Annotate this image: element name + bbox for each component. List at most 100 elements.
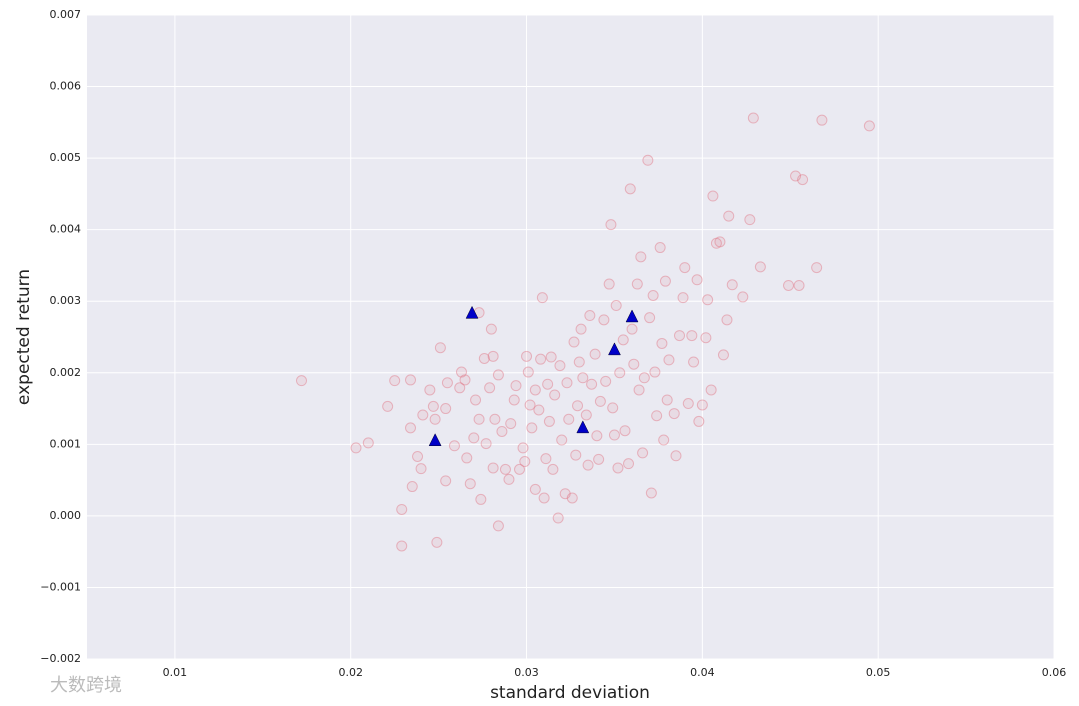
scatter-point: [626, 323, 638, 335]
scatter-point: [492, 369, 504, 381]
scatter-point: [737, 291, 749, 303]
scatter-point: [542, 378, 554, 390]
triangle-point: [608, 342, 621, 356]
y-tick-label: 0.007: [50, 8, 82, 21]
scatter-point: [696, 399, 708, 411]
scatter-point: [454, 382, 466, 394]
scatter-point: [434, 342, 446, 354]
scatter-point: [406, 481, 418, 493]
scatter-point: [505, 418, 517, 430]
scatter-point: [582, 459, 594, 471]
scatter-point: [526, 422, 538, 434]
scatter-point: [350, 442, 362, 454]
scatter-point: [473, 413, 485, 425]
scatter-point: [744, 214, 756, 226]
scatter-point: [658, 434, 670, 446]
scatter-point: [714, 236, 726, 248]
scatter-point: [686, 330, 698, 342]
scatter-point: [561, 377, 573, 389]
scatter-point: [478, 352, 490, 364]
scatter-point: [487, 350, 499, 362]
scatter-point: [710, 237, 722, 249]
scatter-point: [607, 402, 619, 414]
scatter-point: [484, 382, 496, 394]
scatter-point: [783, 279, 795, 291]
y-tick-label: 0.003: [50, 294, 82, 307]
scatter-point: [633, 384, 645, 396]
x-tick-label: 0.05: [866, 666, 891, 679]
scatter-point: [566, 492, 578, 504]
scatter-point: [455, 366, 467, 378]
scatter-point: [816, 114, 828, 126]
scatter-point: [677, 292, 689, 304]
scatter-point: [586, 378, 598, 390]
x-tick-label: 0.02: [338, 666, 363, 679]
scatter-point: [863, 120, 875, 132]
scatter-point: [396, 503, 408, 515]
scatter-point: [631, 278, 643, 290]
scatter-point: [580, 409, 592, 421]
scatter-point: [412, 450, 424, 462]
scatter-point: [382, 400, 394, 412]
scatter-point: [489, 413, 501, 425]
x-tick-label: 0.06: [1042, 666, 1067, 679]
scatter-point: [514, 463, 526, 475]
scatter-point: [600, 375, 612, 387]
y-tick-label: −0.001: [40, 580, 81, 593]
scatter-point: [547, 463, 559, 475]
scatter-point: [614, 367, 626, 379]
scatter-point: [517, 442, 529, 454]
scatter-point: [448, 440, 460, 452]
scatter-point: [510, 380, 522, 392]
scatter-point: [591, 430, 603, 442]
scatter-point: [589, 348, 601, 360]
scatter-point: [811, 262, 823, 274]
scatter-point: [593, 453, 605, 465]
scatter-point: [721, 314, 733, 326]
scatter-point: [389, 375, 401, 387]
scatter-point: [642, 154, 654, 166]
y-tick-label: 0.001: [50, 437, 82, 450]
scatter-point: [617, 334, 629, 346]
x-tick-label: 0.01: [163, 666, 188, 679]
scatter-point: [797, 174, 809, 186]
scatter-point: [702, 294, 714, 306]
scatter-point: [573, 356, 585, 368]
scatter-point: [459, 374, 471, 386]
scatter-point: [674, 330, 686, 342]
scatter-point: [427, 400, 439, 412]
scatter-point: [415, 463, 427, 475]
scatter-point: [556, 434, 568, 446]
scatter-point: [700, 332, 712, 344]
scatter-point: [624, 183, 636, 195]
scatter-point: [487, 462, 499, 474]
scatter-point: [295, 375, 307, 387]
scatter-point: [717, 349, 729, 361]
scatter-point: [554, 360, 566, 372]
scatter-point: [522, 366, 534, 378]
scatter-point: [688, 356, 700, 368]
scatter-point: [362, 437, 374, 449]
scatter-point: [754, 261, 766, 273]
x-axis-label: standard deviation: [490, 683, 650, 703]
scatter-point: [663, 354, 675, 366]
scatter-point: [682, 398, 694, 410]
scatter-point: [563, 413, 575, 425]
scatter-point: [661, 394, 673, 406]
scatter-point: [464, 478, 476, 490]
scatter-point: [659, 275, 671, 287]
scatter-point: [543, 415, 555, 427]
y-tick-label: 0.002: [50, 366, 82, 379]
scatter-point: [608, 429, 620, 441]
scatter-point: [533, 404, 545, 416]
scatter-point: [645, 487, 657, 499]
scatter-point: [654, 242, 666, 254]
scatter-point: [480, 438, 492, 450]
scatter-point: [485, 323, 497, 335]
scatter-point: [535, 353, 547, 365]
scatter-point: [429, 413, 441, 425]
scatter-point: [679, 262, 691, 274]
scatter-point: [549, 389, 561, 401]
scatter-point: [594, 395, 606, 407]
scatter-point: [603, 278, 615, 290]
